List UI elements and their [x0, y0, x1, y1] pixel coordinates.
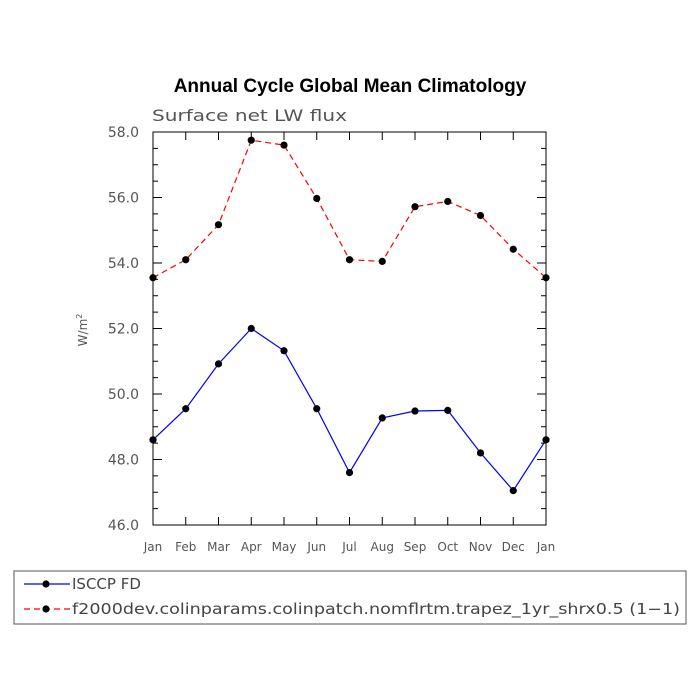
data-point [509, 487, 517, 495]
chart-title: Annual Cycle Global Mean Climatology [174, 76, 527, 97]
data-point [542, 436, 550, 444]
x-tick-label: Feb [175, 540, 196, 554]
x-tick-label: Jan [143, 540, 163, 554]
x-tick-label: Dec [502, 540, 525, 554]
y-axis-title-superscript: 2 [75, 314, 84, 319]
legend-marker [42, 580, 50, 588]
legend: ISCCP FD f2000dev.colinparams.colinpatch.… [13, 570, 687, 625]
data-point [444, 197, 452, 206]
y-tick-label: 56.0 [108, 191, 139, 207]
data-point [345, 256, 354, 264]
data-point [280, 347, 288, 355]
x-tick-label: Jun [306, 540, 326, 554]
data-point [149, 274, 157, 282]
data-point [542, 274, 550, 282]
x-tick-label: Mar [207, 540, 230, 554]
data-point [313, 405, 321, 413]
data-point [182, 405, 190, 413]
legend-marker [42, 605, 50, 613]
legend-entries: ISCCP FD f2000dev.colinparams.colinpatch.… [24, 575, 680, 619]
legend-label: ISCCP FD [72, 575, 141, 593]
data-point [378, 257, 386, 265]
data-point [411, 407, 419, 415]
data-point [509, 245, 517, 253]
y-axis-title-text: W/m [76, 319, 90, 347]
x-tick-label: Oct [437, 540, 458, 554]
data-point [182, 256, 190, 264]
x-tick-label: Aug [371, 540, 394, 554]
data-point [214, 221, 223, 229]
legend-box [13, 570, 687, 625]
data-point [444, 406, 452, 414]
y-tick-label: 54.0 [108, 256, 139, 272]
y-tick-label: 58.0 [108, 125, 139, 141]
data-point [378, 414, 386, 422]
y-tick-label: 48.0 [108, 453, 139, 469]
data-point [247, 324, 255, 333]
data-point [247, 136, 255, 144]
x-tick-label: May [272, 540, 297, 554]
data-point [476, 211, 485, 220]
legend-label: f2000dev.colinparams.colinpatch.nomflrtm… [72, 600, 680, 619]
y-tick-label: 46.0 [108, 518, 139, 534]
y-tick-label: 52.0 [108, 322, 139, 338]
data-point [149, 436, 157, 444]
series-layer [149, 136, 550, 495]
data-point [476, 449, 485, 457]
x-tick-label: Nov [469, 540, 492, 554]
x-tick-label: Apr [241, 540, 262, 554]
series-line [152, 327, 547, 492]
data-point [411, 203, 419, 211]
y-axis-title: W/m2 [75, 314, 90, 347]
data-point [214, 360, 223, 368]
axis-ticks [152, 131, 547, 526]
data-point [280, 141, 288, 149]
x-tick-label: Jan [536, 540, 556, 554]
chart-subtitle: Surface net LW flux [152, 106, 347, 125]
y-tick-labels: 46.0 48.0 50.0 52.0 54.0 56.0 58.0 [108, 125, 139, 534]
x-tick-label: Sep [404, 540, 427, 554]
data-point [313, 194, 321, 203]
svg-text:W/m2: W/m2 [75, 314, 90, 347]
x-tick-labels: Jan Feb Mar Apr May Jun Jul Aug Sep Oct Nov Dec Jan [143, 540, 556, 554]
x-tick-label: Jul [341, 540, 356, 554]
data-point [345, 469, 354, 477]
plot-frame [152, 131, 547, 526]
y-tick-label: 50.0 [108, 387, 139, 403]
